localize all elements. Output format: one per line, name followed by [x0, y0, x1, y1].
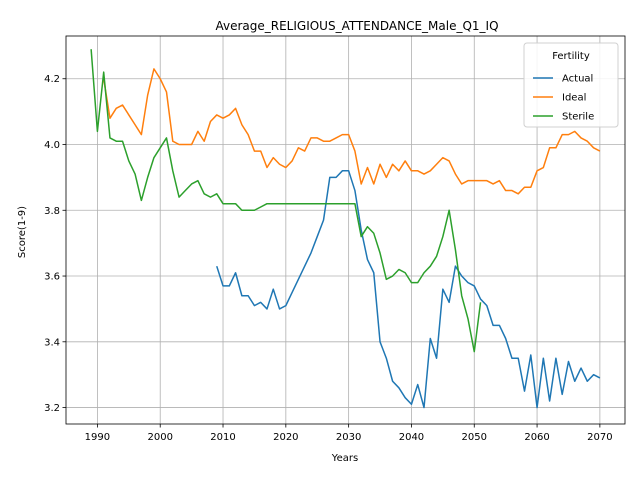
legend-title: Fertility	[552, 51, 590, 62]
x-tick-label: 2060	[524, 432, 549, 443]
plot-frame	[65, 35, 626, 425]
legend-box	[523, 42, 619, 128]
chart-title: Average_RELIGIOUS_ATTENDANCE_Male_Q1_IQ	[215, 19, 498, 33]
legend-label-actual: Actual	[562, 74, 593, 85]
x-axis-label: Years	[331, 453, 358, 464]
x-tick-label: 2050	[462, 432, 487, 443]
series-lines	[90, 49, 601, 409]
grid-lines	[66, 36, 625, 424]
x-tick-label: 2000	[147, 432, 172, 443]
y-tick-label: 4.2	[44, 74, 60, 85]
legend-label-sterile: Sterile	[562, 112, 594, 123]
y-tick-label: 3.6	[44, 272, 60, 283]
legend-label-ideal: Ideal	[562, 93, 586, 104]
y-axis-ticks: 3.2 3.4 3.6 3.8 4.0 4.2	[44, 74, 66, 414]
series-line-actual	[216, 170, 601, 409]
y-tick-label: 3.2	[44, 403, 60, 414]
y-tick-label: 3.8	[44, 206, 60, 217]
x-tick-label: 2070	[587, 432, 612, 443]
y-tick-label: 3.4	[44, 337, 60, 348]
series-line-ideal	[102, 68, 601, 195]
series-line-sterile	[90, 49, 482, 353]
x-tick-label: 2010	[210, 432, 235, 443]
x-tick-label: 2030	[336, 432, 361, 443]
x-tick-label: 2020	[273, 432, 298, 443]
y-tick-label: 4.0	[44, 140, 60, 151]
x-tick-label: 1990	[85, 432, 110, 443]
x-axis-ticks: 1990 2000 2010 2020 2030 2040 2050 2060 2070	[85, 424, 613, 443]
legend: Fertility Actual Ideal Sterile	[523, 42, 619, 128]
y-axis-label: Score(1-9)	[17, 206, 28, 258]
x-tick-label: 2040	[399, 432, 424, 443]
